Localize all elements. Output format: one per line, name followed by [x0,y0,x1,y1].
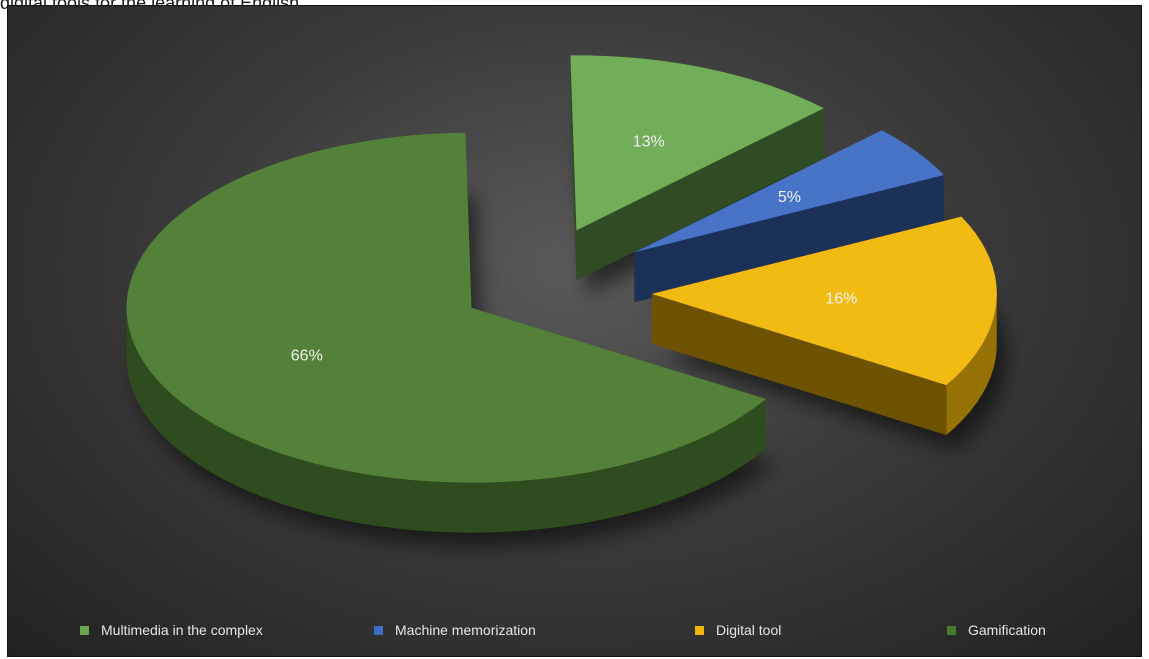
pie-slice-outer-wall [946,291,997,436]
pie-slice-outer-wall [126,308,766,533]
pie-slice-wall [570,55,577,281]
legend-swatch-machine-memorization [374,625,383,635]
legend-label-gamification: Gamification [968,622,1046,638]
legend-item-gamification: Gamification [947,620,1046,640]
legend-swatch-multimedia [80,625,89,635]
pie-slice-wall [651,293,947,436]
legend-item-digital-tool: Digital tool [695,620,781,640]
pie-slice-top [570,55,824,231]
pie-slice-top [634,130,944,253]
legend-item-multimedia: Multimedia in the complex [80,620,263,640]
chart-legend: Multimedia in the complex Machine memori… [8,614,1141,644]
pie-slice-wall [576,108,824,281]
pie-chart: 13% 5% 16% 66% Multimedia in the complex Ma… [7,5,1142,657]
legend-label-digital-tool: Digital tool [716,622,782,638]
pie-data-label-0: 13% [633,133,665,150]
pie-slice-3 [126,132,776,547]
pie-slice-highlight [570,55,824,231]
pie-slice-wall [634,175,944,303]
pie-data-label-2: 16% [825,290,857,307]
pie-slice-2 [651,216,1007,450]
pie-chart-plot: 13% 5% 16% 66% [126,55,1007,547]
pie-data-label-3: 66% [291,348,323,365]
legend-swatch-digital-tool [695,625,704,635]
legend-swatch-gamification [947,625,956,635]
legend-label-machine-memorization: Machine memorization [395,622,536,638]
pie-slice-highlight [634,130,944,253]
pie-data-label-1: 5% [778,189,801,206]
pie-slice-top [126,132,766,483]
pie-slice-highlight [651,216,997,386]
pie-slice-top [651,216,997,386]
pie-slice-0 [570,55,834,295]
legend-label-multimedia: Multimedia in the complex [101,622,263,638]
legend-item-machine-memorization: Machine memorization [374,620,536,640]
pie-slice-highlight [126,132,766,483]
